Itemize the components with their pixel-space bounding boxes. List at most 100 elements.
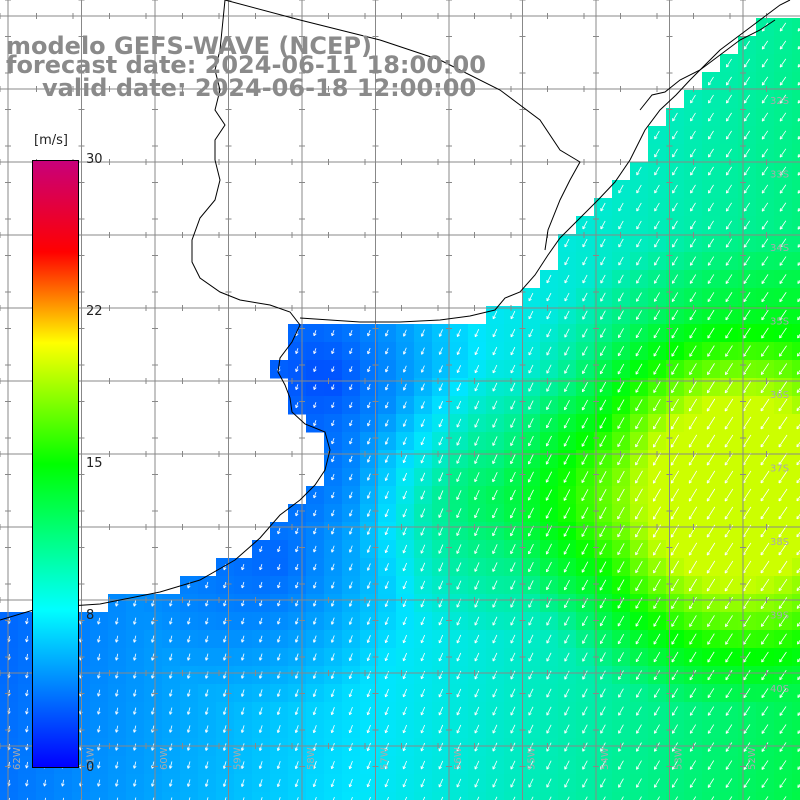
- wind-arrow: [223, 779, 227, 787]
- wind-arrow-head: [133, 639, 137, 643]
- wind-arrow: [277, 707, 281, 715]
- wind-arrow: [44, 797, 47, 800]
- wind-arrow-head: [258, 747, 261, 751]
- wind-arrow: [456, 382, 462, 392]
- wind-arrow: [331, 761, 335, 769]
- wind-arrow-head: [546, 316, 550, 320]
- wind-arrow-head: [779, 642, 783, 645]
- wind-arrow: [97, 725, 101, 733]
- wind-arrow-head: [546, 623, 550, 626]
- wind-arrow-head: [618, 299, 622, 302]
- wind-arrow-head: [708, 173, 712, 176]
- wind-arrow-head: [707, 281, 711, 284]
- wind-arrow: [617, 488, 625, 502]
- wind-arrow: [725, 688, 733, 698]
- wind-arrow: [259, 545, 263, 553]
- wind-arrow: [778, 434, 788, 448]
- wind-arrow: [546, 634, 552, 644]
- wind-arrow: [115, 617, 119, 625]
- wind-arrow-head: [779, 173, 783, 176]
- wind-arrow: [313, 384, 317, 390]
- wind-arrow: [367, 563, 371, 571]
- wind-arrow-head: [223, 748, 227, 751]
- wind-arrow-head: [510, 352, 514, 356]
- wind-arrow: [420, 706, 426, 716]
- wind-arrow: [708, 202, 714, 212]
- wind-arrow: [600, 778, 606, 788]
- wind-arrow-head: [510, 731, 514, 734]
- wind-arrow-head: [295, 658, 299, 661]
- wind-arrow-head: [636, 335, 640, 339]
- wind-arrow-head: [295, 512, 297, 517]
- wind-arrow-head: [726, 65, 730, 68]
- wind-arrow: [635, 488, 643, 502]
- wind-arrow-head: [779, 354, 783, 357]
- wind-arrow: [636, 724, 642, 734]
- wind-arrow-head: [205, 784, 209, 787]
- wind-arrow-head: [367, 441, 371, 445]
- wind-arrow: [779, 724, 787, 734]
- wind-arrow-head: [331, 694, 335, 698]
- wind-arrow-head: [636, 317, 640, 320]
- wind-arrow: [545, 507, 553, 519]
- wind-arrow-head: [241, 748, 245, 751]
- wind-arrow-head: [439, 352, 443, 355]
- wind-arrow-head: [169, 784, 173, 787]
- wind-arrow: [313, 707, 317, 715]
- wind-arrow-head: [707, 606, 711, 610]
- wind-arrow: [474, 616, 480, 626]
- wind-arrow: [259, 743, 263, 751]
- wind-arrow-head: [796, 517, 800, 520]
- wind-arrow-head: [528, 641, 532, 644]
- wind-arrow: [742, 363, 752, 375]
- wind-arrow: [456, 454, 462, 464]
- wind-arrow-head: [724, 535, 728, 538]
- wind-arrow-head: [779, 155, 783, 158]
- wind-arrow-head: [331, 784, 335, 788]
- wind-arrow: [438, 724, 444, 734]
- wind-arrow: [8, 707, 10, 715]
- wind-arrow-head: [420, 497, 424, 500]
- wind-arrow-head: [313, 585, 317, 589]
- wind-arrow-head: [635, 426, 639, 430]
- wind-arrow-head: [636, 281, 640, 284]
- wind-arrow-head: [367, 640, 371, 643]
- wind-arrow-head: [762, 65, 766, 68]
- wind-arrow: [657, 796, 660, 800]
- wind-arrow-head: [8, 675, 11, 679]
- wind-arrow: [743, 778, 751, 788]
- wind-arrow: [438, 616, 444, 626]
- wind-arrow-head: [635, 535, 639, 538]
- wind-arrow: [654, 130, 660, 140]
- wind-arrow: [779, 742, 787, 752]
- wind-arrow: [331, 419, 335, 427]
- wind-cell: [792, 144, 800, 163]
- wind-arrow-head: [331, 585, 335, 589]
- wind-arrow: [690, 166, 696, 176]
- wind-arrow-head: [115, 765, 117, 769]
- wind-arrow-head: [115, 783, 117, 787]
- wind-arrow: [367, 688, 371, 698]
- wind-arrow: [797, 225, 800, 230]
- wind-arrow: [581, 489, 589, 501]
- wind-arrow-head: [367, 694, 371, 698]
- wind-arrow-head: [277, 603, 281, 607]
- wind-arrow: [187, 779, 191, 787]
- wind-arrow: [313, 617, 317, 625]
- wind-arrow-head: [187, 585, 189, 589]
- wind-arrow-head: [653, 499, 657, 502]
- wind-arrow-head: [331, 658, 335, 661]
- wind-arrow: [708, 130, 714, 140]
- wind-arrow-head: [671, 642, 675, 645]
- wind-arrow-head: [241, 603, 245, 607]
- wind-arrow: [636, 310, 642, 320]
- wind-cell: [630, 792, 649, 800]
- wind-arrow: [331, 473, 335, 481]
- wind-arrow: [241, 725, 245, 733]
- wind-arrow-head: [581, 516, 585, 519]
- wind-arrow-head: [439, 334, 443, 337]
- wind-arrow: [385, 437, 389, 445]
- wind-arrow-head: [708, 209, 712, 212]
- wind-arrow-head: [403, 604, 406, 608]
